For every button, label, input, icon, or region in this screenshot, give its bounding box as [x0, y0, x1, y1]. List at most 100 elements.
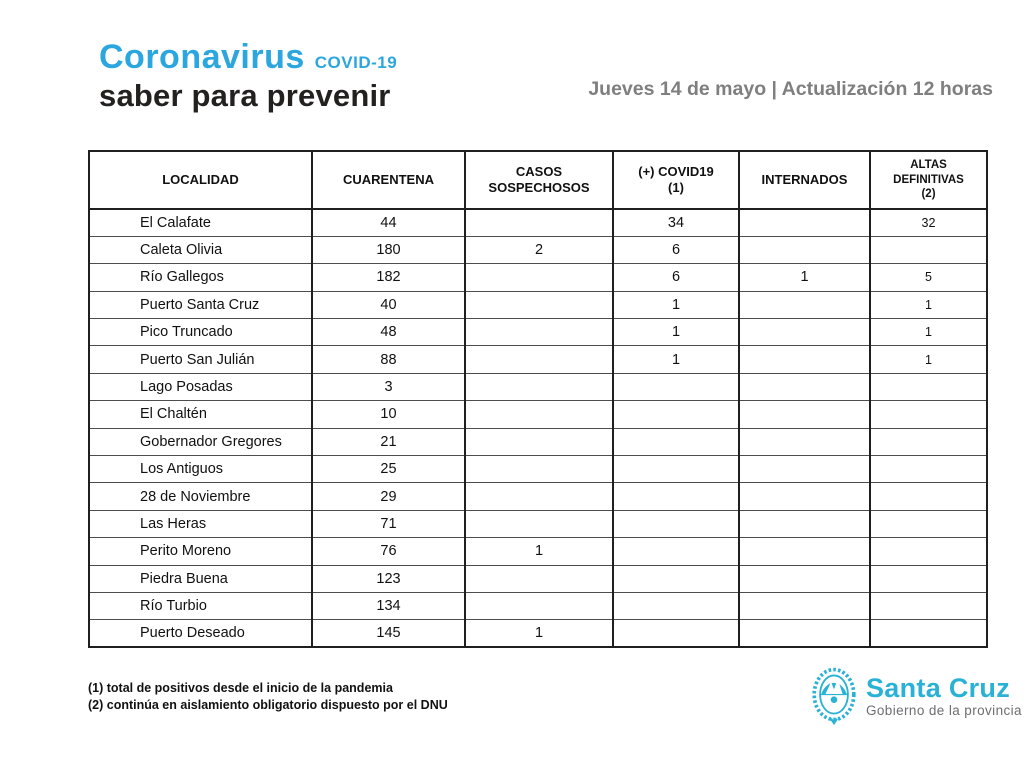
table-cell: 1 — [869, 290, 987, 319]
table-cell: 71 — [311, 509, 465, 538]
table-cell — [738, 619, 870, 648]
table-cell — [738, 318, 870, 346]
table-cell — [464, 427, 613, 456]
table-cell — [612, 400, 739, 429]
footnotes: (1) total de positivos desde el inicio d… — [88, 680, 448, 714]
table-cell: El Chaltén — [88, 400, 312, 429]
footnote-2: (2) continúa en aislamiento obligatorio … — [88, 698, 448, 712]
table-cell — [612, 591, 739, 620]
table-row: Perito Moreno 76 1 — [88, 537, 987, 566]
brand-tagline: saber para prevenir — [99, 78, 391, 113]
table-row: Los Antiguos 25 — [88, 455, 987, 483]
table-cell: Las Heras — [88, 509, 312, 538]
table-cell — [869, 619, 987, 648]
table-row: Río Gallegos 182 6 1 5 — [88, 263, 987, 292]
table-cell — [738, 509, 870, 538]
table-cell — [738, 372, 870, 401]
table-cell — [869, 235, 987, 264]
table-cell — [612, 482, 739, 511]
table-cell — [464, 509, 613, 538]
table-cell: Lago Posadas — [88, 372, 312, 401]
table-cell: 29 — [311, 482, 465, 511]
table-cell: 1 — [869, 345, 987, 374]
table-body: El Calafate 44 34 32 Caleta Olivia 180 2 6 Río G… — [88, 208, 987, 648]
table-cell — [612, 455, 739, 483]
table-cell: 34 — [612, 208, 739, 237]
footnote-1: (1) total de positivos desde el inicio d… — [88, 681, 393, 695]
table-cell: 123 — [311, 564, 465, 593]
table-cell: Río Gallegos — [88, 263, 312, 292]
table-cell — [869, 564, 987, 593]
table-cell — [738, 400, 870, 429]
santa-cruz-emblem-icon — [812, 667, 856, 725]
table-cell — [464, 345, 613, 374]
table-row: Caleta Olivia 180 2 6 — [88, 235, 987, 264]
table-cell: Caleta Olivia — [88, 235, 312, 264]
table-cell: Puerto San Julián — [88, 345, 312, 374]
table-cell: Puerto Deseado — [88, 619, 312, 648]
table-cell — [464, 263, 613, 292]
table-cell: 44 — [311, 208, 465, 237]
table-row: Piedra Buena 123 — [88, 564, 987, 593]
brand-header: Coronavirus COVID-19 saber para prevenir — [99, 38, 397, 114]
table-cell — [612, 509, 739, 538]
table-cell: 180 — [311, 235, 465, 264]
table-cell — [738, 427, 870, 456]
covid-data-table: LOCALIDAD CUARENTENA CASOS SOSPECHOSOS (+) … — [88, 150, 988, 649]
table-cell: 21 — [311, 427, 465, 456]
table-cell — [464, 591, 613, 620]
table-cell: 6 — [612, 235, 739, 264]
table-cell — [738, 537, 870, 566]
table-row: Puerto San Julián 88 1 1 — [88, 345, 987, 374]
table-cell: 1 — [464, 619, 613, 648]
table-cell: El Calafate — [88, 208, 312, 237]
table-cell — [869, 427, 987, 456]
table-cell: 1 — [612, 318, 739, 346]
table-cell: 48 — [311, 318, 465, 346]
table-cell — [738, 345, 870, 374]
table-cell: 28 de Noviembre — [88, 482, 312, 511]
table-cell — [738, 482, 870, 511]
table-cell — [738, 208, 870, 237]
table-cell — [464, 564, 613, 593]
table-cell: 25 — [311, 455, 465, 483]
table-row: Río Turbio 134 — [88, 591, 987, 620]
table-cell — [612, 427, 739, 456]
table-cell — [612, 564, 739, 593]
table-row: Puerto Deseado 145 1 — [88, 619, 987, 648]
table-row: El Calafate 44 34 32 — [88, 208, 987, 237]
table-row: Pico Truncado 48 1 1 — [88, 318, 987, 346]
column-header-4: INTERNADOS — [738, 151, 870, 210]
table-cell: 10 — [311, 400, 465, 429]
table-cell: Piedra Buena — [88, 564, 312, 593]
table-row: 28 de Noviembre 29 — [88, 482, 987, 511]
covid-data-table-wrapper: LOCALIDAD CUARENTENA CASOS SOSPECHOSOS (+) … — [88, 150, 988, 649]
government-logo-subtitle: Gobierno de la provincia — [866, 703, 1022, 718]
table-row: Puerto Santa Cruz 40 1 1 — [88, 290, 987, 319]
table-cell: 145 — [311, 619, 465, 648]
table-cell — [738, 290, 870, 319]
table-cell: 3 — [311, 372, 465, 401]
table-cell — [464, 318, 613, 346]
column-header-1: CUARENTENA — [311, 151, 465, 210]
table-cell: Perito Moreno — [88, 537, 312, 566]
table-cell: Pico Truncado — [88, 318, 312, 346]
table-cell — [464, 400, 613, 429]
table-cell — [869, 372, 987, 401]
column-header-5: ALTAS DEFINITIVAS (2) — [869, 151, 987, 210]
table-cell — [464, 372, 613, 401]
table-cell — [738, 455, 870, 483]
table-cell: Puerto Santa Cruz — [88, 290, 312, 319]
table-cell — [738, 235, 870, 264]
table-row: El Chaltén 10 — [88, 400, 987, 429]
table-cell: 1 — [612, 345, 739, 374]
table-cell: 182 — [311, 263, 465, 292]
table-cell: 6 — [612, 263, 739, 292]
column-header-3: (+) COVID19 (1) — [612, 151, 739, 210]
table-cell — [869, 537, 987, 566]
column-header-0: LOCALIDAD — [88, 151, 312, 210]
table-cell: 1 — [464, 537, 613, 566]
brand-title: Coronavirus — [99, 38, 305, 76]
brand-covid-tag: COVID-19 — [314, 53, 398, 72]
table-cell: Río Turbio — [88, 591, 312, 620]
